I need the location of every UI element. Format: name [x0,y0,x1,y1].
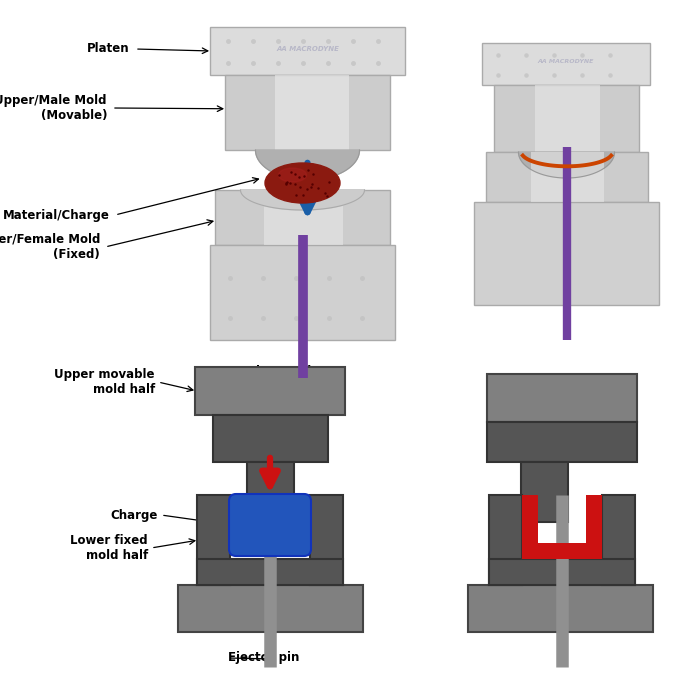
Polygon shape [519,152,615,178]
Bar [195,367,345,415]
Bar [487,422,637,462]
Bar [474,202,659,305]
Text: Ejector Pin: Ejector Pin [248,365,320,379]
Text: Upper/Male Mold
(Movable): Upper/Male Mold (Movable) [0,94,107,122]
Bar [489,559,635,585]
Bar [468,585,653,632]
Bar [535,85,600,152]
Bar [489,495,522,585]
Polygon shape [256,150,360,180]
Text: Lower fixed
mold half: Lower fixed mold half [71,534,148,562]
Polygon shape [522,495,602,559]
Text: AA MACRODYNE: AA MACRODYNE [276,46,339,52]
Bar [494,85,639,152]
Bar [310,495,343,585]
Ellipse shape [265,163,340,203]
Text: Upper movable
mold half: Upper movable mold half [55,368,155,396]
Bar [482,43,650,85]
Text: Platen: Platen [88,43,130,55]
Ellipse shape [279,168,307,182]
Bar [210,27,405,75]
Bar [602,495,635,585]
Bar [213,415,328,462]
Bar [225,75,390,150]
Bar [178,585,363,632]
Bar [274,75,349,150]
Text: AA MACRODYNE: AA MACRODYNE [538,60,594,64]
Text: Charge: Charge [111,508,158,522]
FancyBboxPatch shape [229,494,311,556]
Bar [197,495,230,585]
Bar [487,374,637,422]
Bar [531,152,604,202]
Bar [215,190,390,245]
Text: Material/Charge: Material/Charge [3,209,110,221]
Bar [210,245,395,340]
Bar [521,462,568,522]
Polygon shape [241,190,365,210]
Bar [486,152,648,202]
Bar [247,462,294,500]
Text: Lower/Female Mold
(Fixed): Lower/Female Mold (Fixed) [0,233,100,261]
Bar [264,190,343,245]
Text: Ejector pin: Ejector pin [228,652,300,664]
Bar [197,559,343,585]
